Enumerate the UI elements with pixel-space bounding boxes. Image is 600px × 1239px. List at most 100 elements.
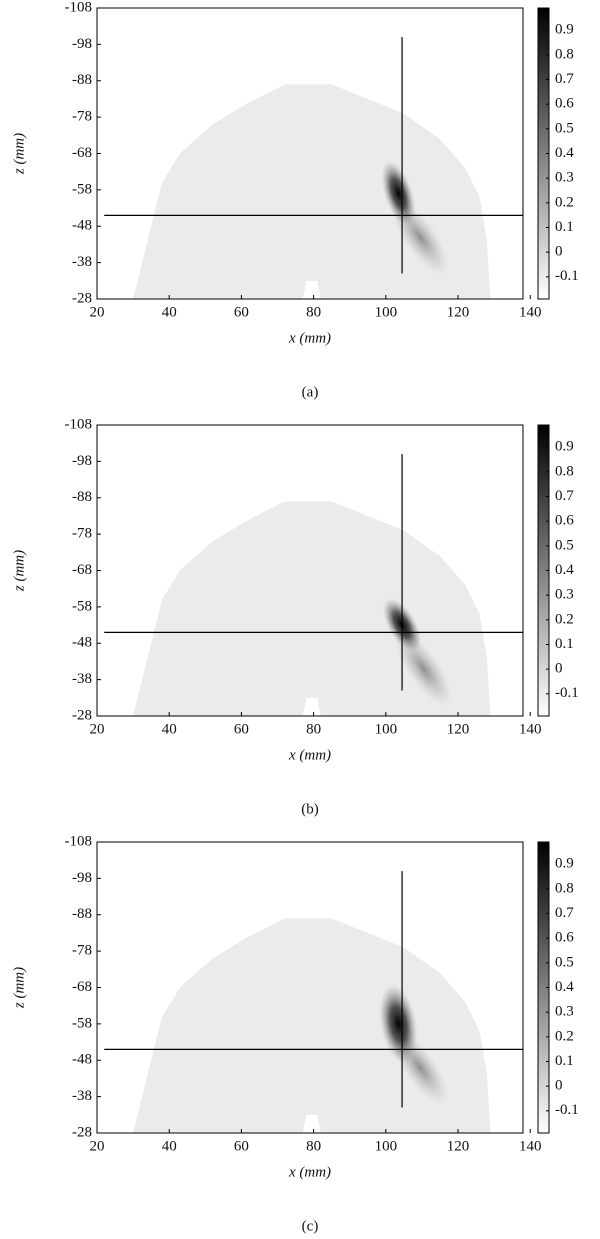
colorbar-tick-label: 0.4 [555, 145, 574, 161]
colorbar-tick-label: 0 [555, 244, 563, 260]
y-tick-label: -78 [72, 943, 92, 959]
x-tick-label: 20 [90, 304, 105, 320]
y-axis-label: z (mm) [11, 550, 27, 592]
colorbar-tick-label: 0.9 [555, 856, 574, 872]
colorbar-tick-label: 0.5 [555, 120, 574, 136]
x-axis-label: x (mm) [288, 747, 331, 763]
x-tick-label: 80 [306, 1138, 321, 1154]
panel: 20 40 60 80 100 120 140 -108 -98 -88 -78 -68 -58 -48 -… [11, 0, 578, 400]
colorbar-tick-label: 0.5 [555, 954, 574, 970]
colorbar-tick-label: 0.9 [555, 22, 574, 38]
colorbar-tick-label: -0.1 [555, 685, 579, 701]
x-tick-label: 120 [447, 721, 470, 737]
colorbar-tick-label: 0.9 [555, 439, 574, 455]
y-tick-label: -108 [65, 416, 93, 432]
y-tick-label: -28 [72, 290, 92, 306]
colorbar-tick-label: 0.1 [555, 219, 574, 235]
x-tick-label: 80 [306, 304, 321, 320]
x-tick-label: 20 [90, 721, 105, 737]
y-axis-label: z (mm) [11, 133, 27, 175]
y-tick-label: -88 [72, 72, 92, 88]
tissue-region [133, 501, 491, 716]
y-tick-label: -78 [72, 109, 92, 125]
x-tick-label: 120 [447, 304, 470, 320]
x-axis-label: x (mm) [288, 330, 331, 346]
y-tick-label: -68 [72, 562, 92, 578]
x-tick-label: 40 [162, 304, 177, 320]
x-tick-label: 100 [375, 304, 398, 320]
x-tick-label: 100 [375, 721, 398, 737]
colorbar-tick-label: 0.3 [555, 170, 574, 186]
y-tick-label: -38 [72, 1088, 92, 1104]
x-tick-label: 60 [234, 721, 249, 737]
y-axis-label: z (mm) [11, 967, 27, 1009]
x-tick-label: 100 [375, 1138, 398, 1154]
colorbar-tick-label: 0.8 [555, 463, 574, 479]
panel: 20 40 60 80 100 120 140 -108 -98 -88 -78 -68 -58 -48 -… [11, 833, 578, 1234]
x-tick-label: 60 [234, 1138, 249, 1154]
tissue-region [133, 84, 491, 299]
y-tick-label: -48 [72, 218, 92, 234]
colorbar-tick-label: 0.5 [555, 537, 574, 553]
heatmap-image [133, 918, 491, 1133]
colorbar-tick-label: 0.8 [555, 46, 574, 62]
colorbar-tick-label: 0.6 [555, 96, 574, 112]
colorbar-tick-label: 0.7 [555, 71, 574, 87]
colorbar-tick-label: 0.3 [555, 587, 574, 603]
y-tick-label: -68 [72, 145, 92, 161]
colorbar-tick-label: 0 [555, 661, 563, 677]
colorbar-tick-label: 0.7 [555, 488, 574, 504]
colorbar-tick-label: 0.4 [555, 979, 574, 995]
colorbar-tick-label: 0.1 [555, 1053, 574, 1069]
y-tick-label: -48 [72, 635, 92, 651]
hot-spot [379, 984, 418, 1064]
colorbar-tick-label: 0.4 [555, 562, 574, 578]
y-tick-label: -88 [72, 906, 92, 922]
y-tick-label: -88 [72, 489, 92, 505]
colorbar-tick-label: 0.7 [555, 905, 574, 921]
y-tick-label: -58 [72, 598, 92, 614]
x-tick-label: 120 [447, 1138, 470, 1154]
colorbar-tick-label: 0.2 [555, 1028, 574, 1044]
x-tick-label: 80 [306, 721, 321, 737]
x-tick-label: 40 [162, 1138, 177, 1154]
y-tick-label: -98 [72, 453, 92, 469]
y-tick-label: -28 [72, 707, 92, 723]
y-tick-label: -78 [72, 526, 92, 542]
colorbar-tick-label: 0.2 [555, 611, 574, 627]
heatmap-image [133, 84, 491, 299]
y-tick-label: -58 [72, 1015, 92, 1031]
colorbar-tick-label: 0 [555, 1078, 563, 1094]
caption: (b) [301, 801, 319, 817]
x-tick-label: 60 [234, 304, 249, 320]
colorbar-tick-label: 0.2 [555, 194, 574, 210]
colorbar-tick-label: 0.8 [555, 880, 574, 896]
tissue-region [133, 918, 491, 1133]
heatmap-image [133, 501, 491, 716]
x-tick-label: 40 [162, 721, 177, 737]
x-tick-label: 140 [519, 721, 542, 737]
x-tick-label: 140 [519, 1138, 542, 1154]
y-tick-label: -28 [72, 1124, 92, 1140]
caption: (a) [302, 384, 319, 400]
y-tick-label: -48 [72, 1052, 92, 1068]
x-tick-label: 140 [519, 304, 542, 320]
y-tick-label: -98 [72, 870, 92, 886]
y-tick-label: -38 [72, 671, 92, 687]
colorbar-tick-label: -0.1 [555, 1102, 579, 1118]
y-tick-label: -38 [72, 254, 92, 270]
colorbar-tick-label: -0.1 [555, 268, 579, 284]
x-tick-label: 20 [90, 1138, 105, 1154]
y-tick-label: -58 [72, 181, 92, 197]
y-tick-label: -108 [65, 0, 93, 15]
colorbar-tick-label: 0.3 [555, 1004, 574, 1020]
y-tick-label: -98 [72, 36, 92, 52]
panel: 20 40 60 80 100 120 140 -108 -98 -88 -78 -68 -58 -48 -… [11, 416, 578, 817]
caption: (c) [302, 1218, 319, 1234]
colorbar-tick-label: 0.6 [555, 513, 574, 529]
colorbar-tick-label: 0.1 [555, 636, 574, 652]
colorbar-tick-label: 0.6 [555, 930, 574, 946]
y-tick-label: -108 [65, 833, 93, 849]
y-tick-label: -68 [72, 979, 92, 995]
